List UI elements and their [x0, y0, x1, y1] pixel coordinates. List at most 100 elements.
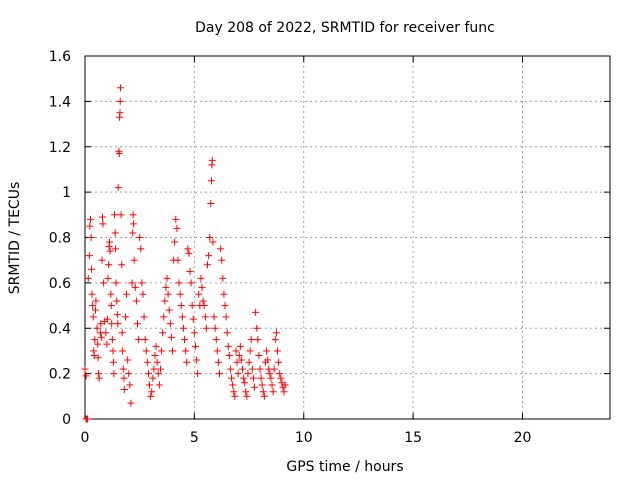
x-tick-labels: 0 5 10 15 20: [81, 430, 532, 446]
data-point: [169, 347, 176, 355]
data-point: [275, 358, 283, 366]
data-point: [190, 329, 198, 337]
data-point: [226, 365, 234, 373]
data-point: [102, 329, 110, 337]
data-point: [140, 313, 148, 321]
data-point: [271, 336, 279, 344]
data-point: [85, 252, 93, 260]
data-point: [106, 247, 114, 255]
data-point: [142, 347, 150, 355]
data-point: [191, 342, 199, 350]
data-point: [104, 274, 112, 282]
data-point: [276, 370, 284, 378]
y-tick-label: 1.2: [49, 140, 71, 156]
data-point: [193, 356, 201, 364]
data-point: [209, 238, 217, 246]
data-points: [81, 84, 289, 423]
data-point: [100, 279, 108, 287]
data-point: [269, 388, 277, 396]
data-point: [221, 302, 229, 310]
data-point: [99, 220, 107, 228]
data-point: [251, 383, 259, 391]
data-point: [256, 365, 264, 373]
data-point: [233, 358, 241, 366]
data-point: [86, 222, 94, 230]
data-point: [89, 313, 97, 321]
data-point: [124, 356, 132, 364]
data-point: [95, 370, 103, 378]
data-point: [84, 415, 92, 423]
data-point: [178, 313, 186, 321]
data-point: [274, 347, 281, 355]
data-point: [254, 336, 262, 344]
data-point: [164, 290, 172, 298]
data-point: [112, 245, 120, 253]
data-point: [205, 252, 213, 260]
data-point: [264, 356, 272, 364]
data-point: [230, 388, 238, 396]
data-point: [162, 283, 170, 291]
data-point: [120, 386, 128, 394]
data-point: [125, 370, 133, 378]
data-point: [132, 297, 140, 305]
data-point: [106, 238, 113, 246]
data-point: [173, 224, 181, 232]
data-point: [109, 347, 117, 355]
data-point: [110, 370, 118, 378]
data-point: [167, 333, 175, 341]
data-point: [200, 302, 208, 310]
data-point: [211, 324, 219, 332]
y-axis-label: SRMTID / TECUs: [7, 182, 23, 295]
data-point: [147, 392, 155, 400]
data-point: [266, 370, 274, 378]
data-point: [130, 220, 138, 228]
x-tick-label: 5: [190, 430, 199, 446]
chart-title: Day 208 of 2022, SRMTID for receiver fun…: [195, 20, 495, 36]
data-point: [126, 381, 134, 389]
data-point: [166, 320, 174, 328]
data-point: [150, 365, 158, 373]
data-point: [232, 347, 240, 355]
data-point: [127, 399, 135, 407]
data-point: [246, 347, 254, 355]
data-point: [182, 347, 190, 355]
data-point: [136, 234, 144, 241]
data-point: [208, 156, 216, 164]
data-point: [181, 336, 189, 344]
data-point: [158, 347, 166, 355]
data-point: [149, 374, 157, 382]
data-point: [161, 297, 169, 305]
data-point: [235, 351, 243, 359]
data-point: [146, 381, 154, 389]
data-point: [252, 308, 260, 316]
data-point: [245, 358, 253, 366]
data-point: [143, 358, 151, 366]
data-point: [89, 302, 97, 310]
data-point: [144, 370, 152, 378]
data-point: [204, 261, 211, 269]
data-point: [198, 283, 206, 291]
data-point: [248, 365, 256, 373]
data-point: [218, 256, 226, 264]
data-point: [202, 324, 210, 332]
data-point: [229, 381, 237, 389]
data-point: [277, 374, 285, 382]
data-point: [258, 381, 266, 389]
data-point: [108, 320, 116, 328]
data-point: [98, 256, 106, 264]
data-point: [87, 234, 95, 241]
data-point: [107, 290, 115, 298]
y-tick-label: 0: [62, 412, 71, 428]
data-point: [219, 274, 227, 282]
x-tick-label: 15: [404, 430, 422, 446]
data-point: [117, 211, 125, 219]
data-point: [241, 379, 249, 387]
data-point: [84, 274, 92, 282]
data-point: [179, 324, 187, 332]
data-point: [141, 336, 149, 344]
data-point: [253, 324, 261, 332]
data-point: [155, 381, 163, 389]
data-point: [176, 290, 184, 298]
data-point: [240, 374, 248, 382]
data-point: [172, 215, 180, 223]
